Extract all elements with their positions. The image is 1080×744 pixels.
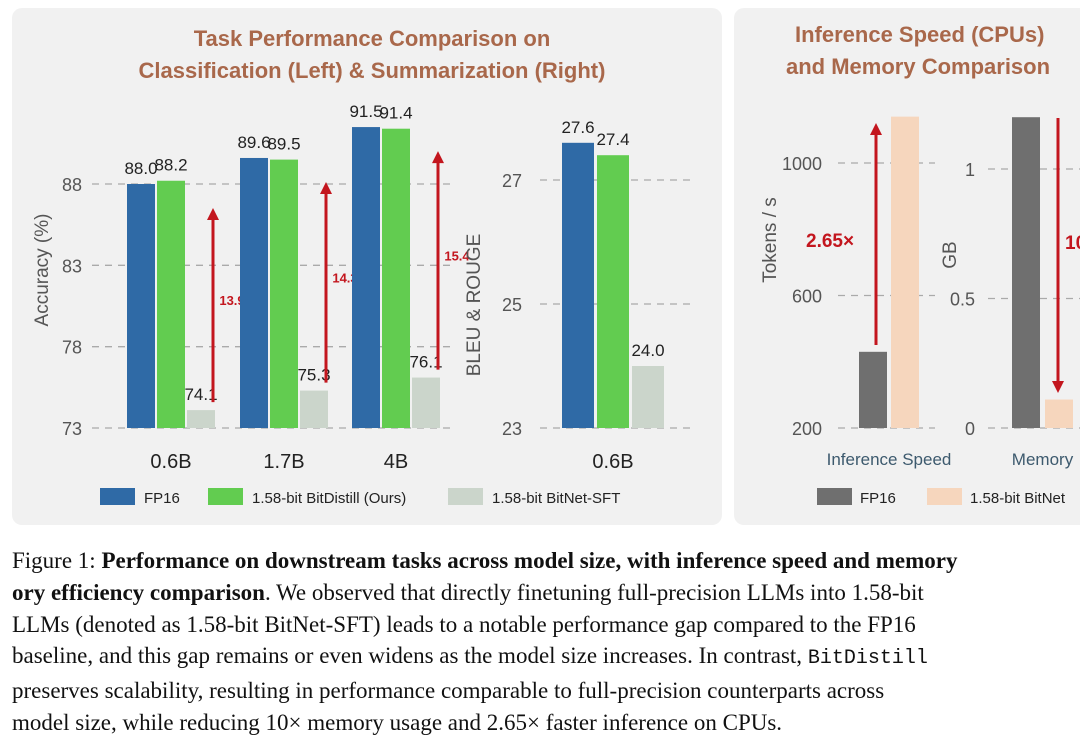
bar bbox=[597, 155, 629, 428]
y-axis-label: Accuracy (%) bbox=[32, 214, 53, 327]
data-label: 88.2 bbox=[154, 156, 187, 175]
data-label: 91.4 bbox=[379, 104, 412, 123]
y-tick-label: 23 bbox=[502, 419, 522, 439]
right-title-line1: Inference Speed (CPUs) bbox=[795, 22, 1044, 47]
caption-bold-title: Performance on downstream tasks across m… bbox=[101, 548, 958, 573]
y-tick-label: 0 bbox=[965, 419, 975, 439]
bar bbox=[382, 128, 410, 428]
y-axis-label: GB bbox=[940, 241, 961, 268]
y-tick-label: 1 bbox=[965, 160, 975, 180]
y-tick-label: 83 bbox=[62, 256, 82, 276]
legend-swatch bbox=[448, 488, 483, 505]
caption-bold-title-end: ory efficiency comparison bbox=[12, 579, 265, 605]
data-label: 75.3 bbox=[297, 366, 330, 385]
bar bbox=[1045, 399, 1073, 428]
data-label: 76.1 bbox=[409, 353, 442, 372]
bar bbox=[187, 410, 215, 428]
x-category-label: 0.6B bbox=[592, 451, 633, 473]
y-tick-label: 73 bbox=[62, 419, 82, 439]
caption-text: model size, while reducing 10× memory us… bbox=[12, 709, 783, 735]
x-category-label: 4B bbox=[384, 451, 408, 473]
legend-swatch bbox=[208, 488, 243, 505]
bar bbox=[1012, 117, 1040, 428]
x-category-label: 1.7B bbox=[263, 451, 304, 473]
y-tick-label: 1000 bbox=[782, 154, 822, 174]
legend-label: 1.58-bit BitNet-SFT bbox=[492, 490, 620, 507]
data-label: 88.0 bbox=[124, 159, 157, 178]
y-tick-label: 200 bbox=[792, 419, 822, 439]
right-title-line2: and Memory Comparison bbox=[786, 54, 1050, 79]
speedup-annotation: 2.65× bbox=[806, 231, 854, 252]
y-tick-label: 78 bbox=[62, 338, 82, 358]
left-title-line2: Classification (Left) & Summarization (R… bbox=[139, 58, 606, 83]
bar bbox=[127, 184, 155, 428]
y-tick-label: 88 bbox=[62, 175, 82, 195]
data-label: 89.5 bbox=[267, 135, 300, 154]
bar bbox=[412, 377, 440, 428]
memory-reduction-arrow-head bbox=[1052, 381, 1064, 393]
bar bbox=[562, 142, 594, 429]
gain-annotation: 13.9 bbox=[219, 293, 244, 308]
data-label: 74.1 bbox=[184, 385, 217, 404]
legend-label: FP16 bbox=[144, 490, 180, 507]
bar bbox=[632, 366, 664, 428]
memory-annotation: 10× bbox=[1065, 233, 1080, 254]
y-axis-label: Tokens / s bbox=[760, 197, 781, 283]
y-tick-label: 0.5 bbox=[950, 290, 975, 310]
x-category-label: Memory bbox=[1012, 450, 1074, 469]
gain-annotation: 15.4 bbox=[444, 248, 470, 263]
figure-caption: Figure 1: Performance on downstream task… bbox=[12, 545, 1080, 739]
data-label: 24.0 bbox=[631, 341, 664, 360]
y-tick-label: 25 bbox=[502, 295, 522, 315]
y-axis-label: BLEU & ROUGE bbox=[464, 234, 485, 377]
caption-text: LLMs (denoted as 1.58-bit BitNet-SFT) le… bbox=[12, 611, 916, 637]
legend-swatch bbox=[817, 488, 852, 505]
bar bbox=[157, 180, 185, 428]
x-category-label: 0.6B bbox=[150, 451, 191, 473]
x-category-label: Inference Speed bbox=[827, 450, 952, 469]
bar bbox=[300, 390, 328, 428]
data-label: 91.5 bbox=[349, 102, 382, 121]
y-tick-label: 600 bbox=[792, 287, 822, 307]
caption-text: . We observed that directly finetuning f… bbox=[264, 579, 924, 605]
caption-text: baseline, and this gap remains or even w… bbox=[12, 643, 808, 669]
gain-arrow-head bbox=[207, 208, 219, 220]
legend-label: 1.58-bit BitNet bbox=[970, 490, 1066, 507]
figure: Task Performance Comparison on Classific… bbox=[12, 8, 1080, 525]
speedup-arrow-head bbox=[870, 123, 882, 135]
caption-label: Figure 1: bbox=[12, 548, 96, 573]
gain-arrow-head bbox=[320, 181, 332, 194]
data-label: 27.4 bbox=[596, 130, 629, 149]
legend-swatch bbox=[100, 488, 135, 505]
gain-arrow-head bbox=[432, 151, 444, 164]
legend-label: FP16 bbox=[860, 490, 896, 507]
bar bbox=[859, 351, 887, 428]
bar bbox=[891, 116, 919, 428]
data-label: 27.6 bbox=[561, 118, 594, 137]
caption-code: BitDistill bbox=[807, 647, 928, 671]
data-label: 89.6 bbox=[237, 133, 270, 152]
bar bbox=[270, 159, 298, 428]
gain-annotation: 14.3 bbox=[332, 270, 357, 285]
y-tick-label: 27 bbox=[502, 171, 522, 191]
caption-text: preserves scalability, resulting in perf… bbox=[12, 678, 885, 704]
legend-swatch bbox=[927, 488, 962, 505]
bar bbox=[352, 127, 380, 429]
bar bbox=[240, 157, 268, 428]
left-title-line1: Task Performance Comparison on bbox=[194, 26, 551, 51]
legend-label: 1.58-bit BitDistill (Ours) bbox=[252, 490, 406, 507]
